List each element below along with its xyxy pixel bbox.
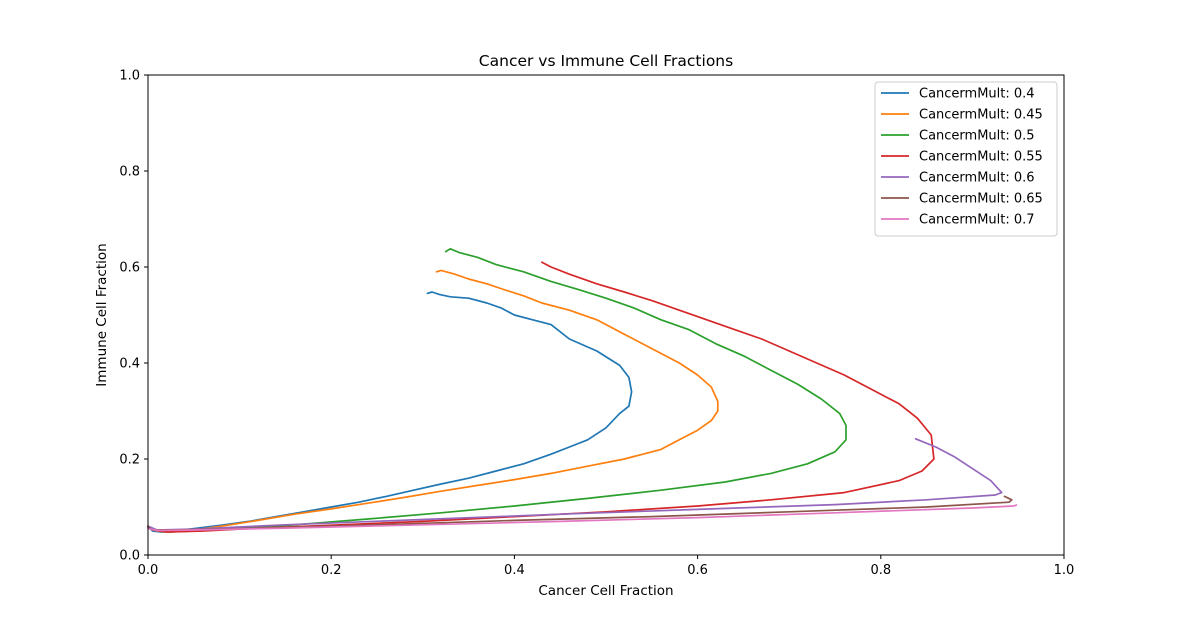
legend-label: CancermMult: 0.45 [919, 108, 1043, 123]
legend-label: CancermMult: 0.6 [919, 171, 1035, 186]
x-tick-label: 0.8 [870, 563, 891, 578]
chart-title: Cancer vs Immune Cell Fractions [479, 52, 733, 70]
x-tick-label: 1.0 [1054, 563, 1075, 578]
y-axis: 0.0 0.2 0.4 0.6 0.8 1.0 [119, 69, 148, 564]
y-tick-label: 0.8 [119, 165, 140, 180]
y-tick-label: 1.0 [119, 69, 140, 84]
legend-label: CancermMult: 0.7 [919, 213, 1035, 228]
series-line-6 [147, 504, 1018, 532]
y-tick-label: 0.0 [119, 549, 140, 564]
x-tick-label: 0.0 [138, 563, 159, 578]
legend-label: CancermMult: 0.4 [919, 87, 1035, 102]
legend-box [874, 81, 1058, 237]
series-line-2 [147, 247, 847, 533]
x-axis-label: Cancer Cell Fraction [538, 583, 673, 599]
x-tick-label: 0.6 [687, 563, 708, 578]
series-line-1 [147, 269, 719, 533]
legend-label: CancermMult: 0.55 [919, 150, 1043, 165]
y-tick-label: 0.6 [119, 261, 140, 276]
x-tick-label: 0.4 [504, 563, 525, 578]
legend-label: CancermMult: 0.5 [919, 129, 1035, 144]
legend-label: CancermMult: 0.65 [919, 192, 1043, 207]
x-tick-label: 0.2 [321, 563, 342, 578]
x-axis: 0.0 0.2 0.4 0.6 0.8 1.0 [138, 555, 1075, 578]
y-tick-label: 0.2 [119, 453, 140, 468]
series-layer [147, 247, 1018, 533]
series-line-3 [147, 261, 935, 533]
series-line-4 [147, 437, 1003, 531]
legend: CancermMult: 0.4 CancermMult: 0.45 Cancerm… [874, 81, 1058, 237]
y-axis-label: Immune Cell Fraction [94, 243, 110, 386]
y-tick-label: 0.4 [119, 357, 140, 372]
plot-frame [147, 74, 1065, 556]
